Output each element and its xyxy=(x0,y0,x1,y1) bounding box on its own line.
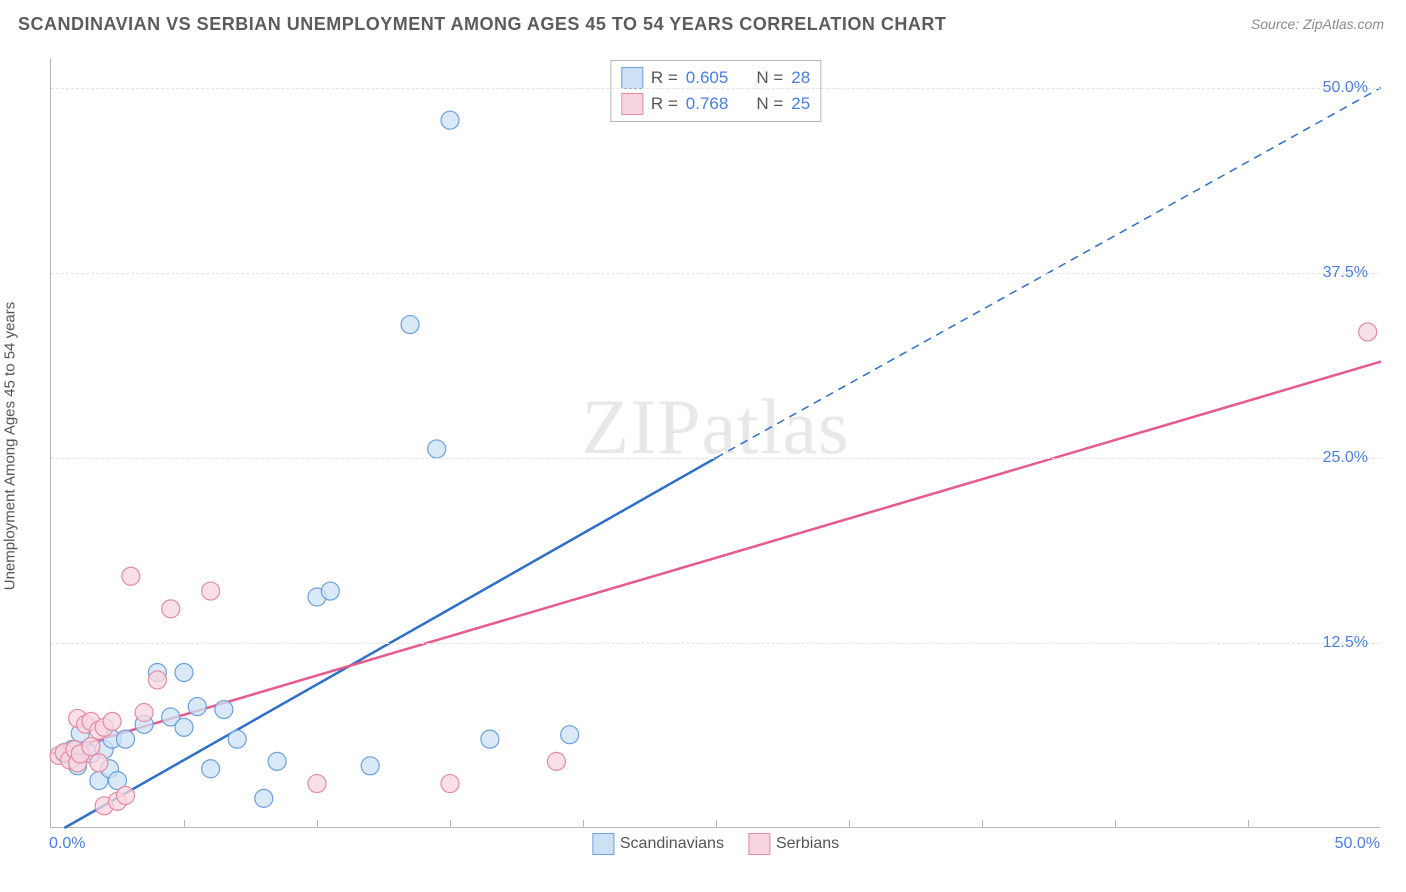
point-serbians xyxy=(82,738,100,756)
legend-swatch xyxy=(592,833,614,855)
point-serbians xyxy=(148,671,166,689)
chart-title: SCANDINAVIAN VS SERBIAN UNEMPLOYMENT AMO… xyxy=(18,14,946,35)
point-serbians xyxy=(122,567,140,585)
y-tick-label: 50.0% xyxy=(1323,79,1368,97)
y-axis-label: Unemployment Among Ages 45 to 54 years xyxy=(2,302,19,591)
point-serbians xyxy=(103,712,121,730)
point-scandinavians xyxy=(202,760,220,778)
stat-N-label: N = xyxy=(756,91,783,117)
x-tick xyxy=(1248,820,1249,828)
point-scandinavians xyxy=(321,582,339,600)
y-tick-label: 12.5% xyxy=(1323,634,1368,652)
point-serbians xyxy=(547,752,565,770)
x-tick xyxy=(583,820,584,828)
y-tick-label: 37.5% xyxy=(1323,264,1368,282)
gridline-h xyxy=(51,273,1380,274)
x-tick xyxy=(1115,820,1116,828)
point-serbians xyxy=(441,775,459,793)
bottom-legend: Scandinavians Serbians xyxy=(592,833,839,855)
x-tick xyxy=(982,820,983,828)
x-max-label: 50.0% xyxy=(1335,835,1380,853)
scatter-plot: ZIPatlas R = 0.605N = 28R = 0.768N = 25 … xyxy=(50,58,1380,828)
swatch-serbians xyxy=(621,93,643,115)
point-scandinavians xyxy=(175,718,193,736)
point-serbians xyxy=(308,775,326,793)
point-scandinavians xyxy=(175,664,193,682)
chart-svg xyxy=(51,58,1380,827)
stat-R-label: R = xyxy=(651,91,678,117)
point-scandinavians xyxy=(481,730,499,748)
legend-item: Scandinavians xyxy=(592,833,724,855)
stats-legend: R = 0.605N = 28R = 0.768N = 25 xyxy=(610,60,821,122)
x-tick xyxy=(317,820,318,828)
stats-row-serbians: R = 0.768 N = 25 xyxy=(621,91,810,117)
point-serbians xyxy=(135,704,153,722)
legend-label: Scandinavians xyxy=(620,835,724,853)
point-scandinavians xyxy=(228,730,246,748)
legend-label: Serbians xyxy=(776,835,839,853)
gridline-h xyxy=(51,458,1380,459)
point-scandinavians xyxy=(268,752,286,770)
gridline-h xyxy=(51,643,1380,644)
point-serbians xyxy=(202,582,220,600)
point-scandinavians xyxy=(561,726,579,744)
x-tick xyxy=(184,820,185,828)
stat-R-value: 0.768 xyxy=(686,91,729,117)
point-scandinavians xyxy=(188,698,206,716)
point-scandinavians xyxy=(215,701,233,719)
swatch-scandinavians xyxy=(621,67,643,89)
point-scandinavians xyxy=(401,316,419,334)
x-tick xyxy=(849,820,850,828)
point-scandinavians xyxy=(116,730,134,748)
point-scandinavians xyxy=(255,789,273,807)
point-scandinavians xyxy=(441,111,459,129)
x-tick xyxy=(450,820,451,828)
gridline-h xyxy=(51,88,1380,89)
point-serbians xyxy=(162,600,180,618)
point-serbians xyxy=(116,786,134,804)
trendline-serbians xyxy=(51,362,1381,754)
stat-N-value: 25 xyxy=(791,91,810,117)
chart-source: Source: ZipAtlas.com xyxy=(1251,16,1384,32)
point-serbians xyxy=(90,754,108,772)
point-scandinavians xyxy=(428,440,446,458)
point-serbians xyxy=(1359,323,1377,341)
legend-item: Serbians xyxy=(748,833,839,855)
point-scandinavians xyxy=(361,757,379,775)
legend-swatch xyxy=(748,833,770,855)
x-tick xyxy=(716,820,717,828)
y-tick-label: 25.0% xyxy=(1323,449,1368,467)
x-origin-label: 0.0% xyxy=(49,835,85,853)
